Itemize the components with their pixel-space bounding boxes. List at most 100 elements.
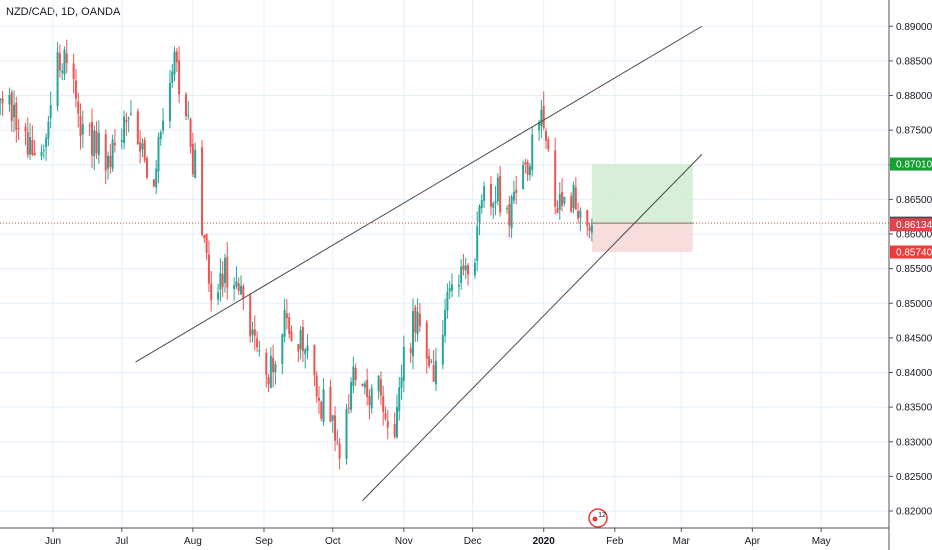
trendline-upper-channel[interactable]	[135, 25, 703, 363]
candle-body	[331, 415, 334, 421]
candle-body	[398, 387, 401, 412]
candle-body	[570, 196, 573, 213]
candle-body	[301, 326, 304, 352]
candle-body	[274, 364, 277, 373]
candle-body	[65, 53, 68, 64]
candle-body	[127, 118, 130, 120]
candle-body	[315, 375, 318, 397]
candle-body	[235, 281, 238, 287]
candle-body	[336, 442, 339, 444]
candle-body	[203, 234, 206, 239]
time-tick-label: Jul	[115, 536, 128, 547]
price-tick-label: 0.82000	[896, 507, 932, 518]
candle-body	[428, 356, 431, 366]
price-tick-label: 0.86000	[896, 230, 932, 241]
candle-body	[425, 322, 428, 359]
candle-body	[384, 413, 387, 419]
candle-body	[350, 381, 353, 411]
candle-body	[281, 334, 284, 364]
price-tick-label: 0.85000	[896, 299, 932, 310]
candle-body	[586, 209, 589, 227]
time-axis[interactable]: Jun Jul Aug Sep Oct Nov Dec 2020 Feb Mar Apr May	[0, 527, 889, 547]
candle-body	[402, 346, 405, 381]
candle-body	[40, 151, 43, 157]
candle-body	[97, 132, 100, 156]
candle-body	[240, 285, 243, 295]
candle-body	[306, 345, 309, 351]
candle-body	[0, 99, 2, 101]
candle-body	[382, 395, 385, 412]
candle-body	[320, 401, 323, 419]
candle-body	[42, 149, 45, 151]
loss-zone[interactable]	[591, 223, 693, 253]
candle-body	[524, 162, 527, 165]
candle-body	[184, 94, 187, 117]
price-tick-label: 0.88500	[896, 56, 932, 67]
candle-body	[81, 124, 84, 135]
candle-body	[251, 329, 254, 335]
price-tag-label: 0.87010	[896, 160, 932, 171]
candle-body	[171, 71, 174, 83]
candle-body	[377, 375, 380, 392]
tradingview-calendar-icon[interactable]	[588, 508, 608, 528]
candle-body	[317, 397, 320, 401]
candle-body	[107, 155, 110, 169]
candle-body	[366, 379, 369, 398]
price-tick-label: 0.87500	[896, 126, 932, 137]
symbol-title[interactable]: NZD/CAD, 1D, OANDA	[6, 6, 121, 18]
candle-body	[345, 408, 348, 459]
candle-body	[272, 357, 275, 373]
candle-body	[450, 284, 453, 291]
trendlines[interactable]	[135, 25, 703, 501]
candle-body	[56, 51, 59, 107]
price-tick-label: 0.89000	[896, 22, 932, 33]
candle-body	[338, 443, 341, 459]
price-tag-label: 0.86134	[896, 220, 932, 231]
candle-body	[368, 395, 371, 406]
candle-body	[178, 60, 181, 95]
candle-body	[347, 407, 350, 409]
candle-body	[223, 258, 226, 283]
candle-body	[540, 109, 543, 126]
trendline-lower-channel[interactable]	[362, 154, 703, 501]
candle-body	[299, 330, 302, 350]
candle-body	[363, 383, 366, 388]
candle-body	[120, 140, 123, 143]
candle-body	[288, 317, 291, 334]
price-tick-label: 0.82500	[896, 472, 932, 483]
candle-body	[412, 311, 415, 357]
brand-badge[interactable]: 12	[588, 508, 608, 528]
candle-body	[476, 226, 479, 261]
candle-body	[162, 120, 165, 131]
candle-body	[510, 196, 513, 229]
candle-body	[24, 126, 27, 132]
brand-dot-icon	[592, 516, 598, 522]
candle-body	[542, 105, 545, 128]
candle-body	[210, 283, 213, 301]
candle-body	[561, 191, 564, 206]
candle-body	[49, 105, 52, 119]
price-tag-last-price	[890, 218, 932, 232]
candle-body	[104, 134, 107, 171]
candle-body	[414, 307, 417, 333]
time-tick-label: Nov	[395, 536, 413, 547]
candle-body	[189, 119, 192, 147]
candle-body	[219, 273, 222, 290]
candle-body	[313, 344, 316, 376]
candle-body	[434, 360, 437, 385]
candle-body	[17, 127, 20, 129]
price-tag-take-profit	[890, 157, 932, 171]
price-axis[interactable]: 0.82000 0.82500 0.83000 0.83500 0.84000 0.845…	[888, 0, 932, 550]
candle-body	[492, 203, 495, 208]
candle-body	[531, 134, 534, 171]
candle-body	[290, 331, 293, 342]
price-tick-label: 0.83000	[896, 437, 932, 448]
candle-body	[588, 227, 591, 231]
time-tick-label: Mar	[673, 536, 691, 547]
candle-body	[47, 121, 50, 139]
time-tick-label: Jun	[45, 536, 61, 547]
time-tick-label: 2020	[533, 536, 556, 547]
profit-zone[interactable]	[591, 164, 693, 224]
candle-body	[129, 113, 132, 115]
